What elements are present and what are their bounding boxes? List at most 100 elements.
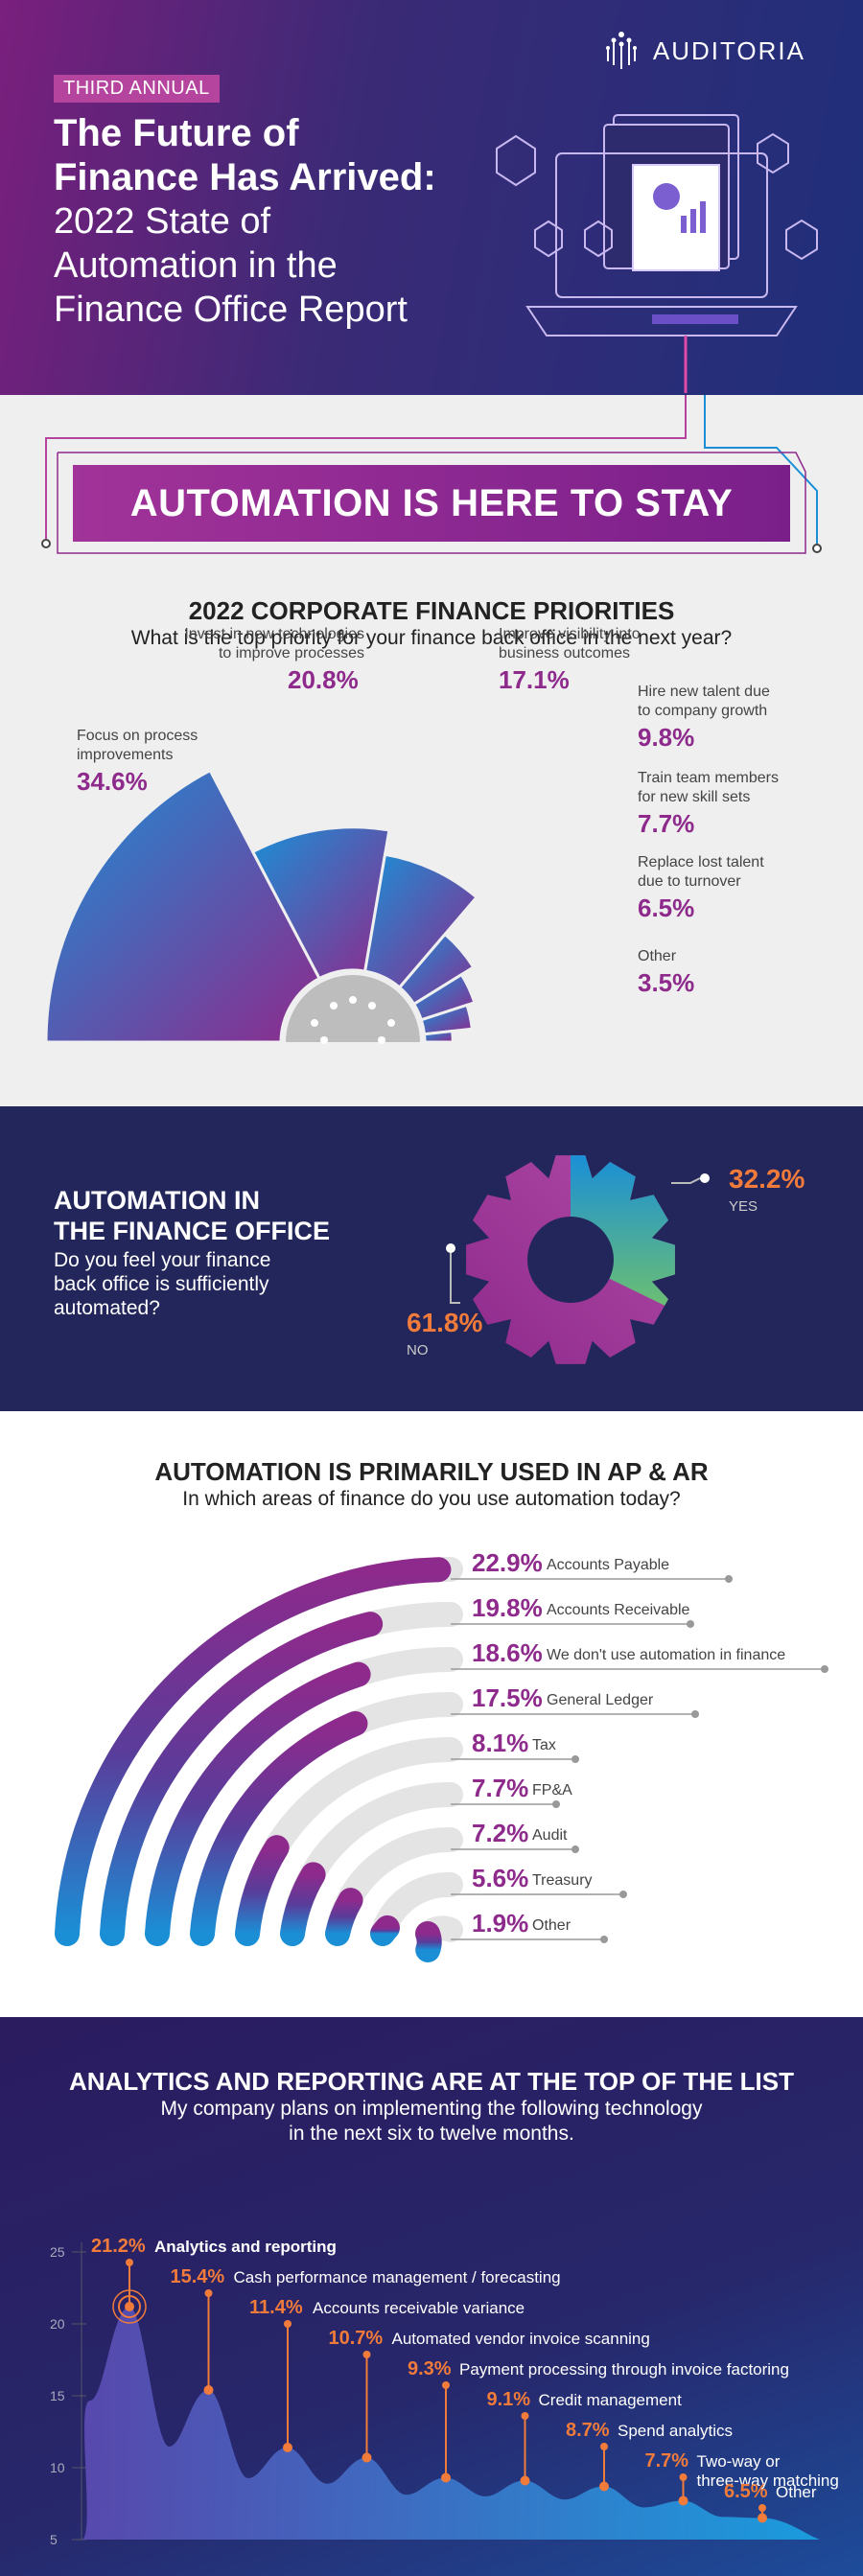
heading-line: THE FINANCE OFFICE xyxy=(54,1217,330,1245)
automation-heading: AUTOMATION IN THE FINANCE OFFICE xyxy=(54,1185,330,1246)
label-line: Invest in new technologies xyxy=(184,626,364,642)
arc-leader-dot xyxy=(571,1845,579,1853)
label-line: due to turnover xyxy=(638,873,741,890)
analytics-label: Accounts receivable variance xyxy=(313,2299,525,2318)
priority-pct: 9.8% xyxy=(638,723,695,752)
title-line: Finance Office Report xyxy=(54,290,408,330)
value-point xyxy=(203,2385,214,2395)
label-line: Hire new talent due xyxy=(638,684,770,700)
analytics-label: Cash performance management / forecastin… xyxy=(234,2268,561,2287)
value-point xyxy=(125,2302,134,2311)
priority-wedge xyxy=(411,972,477,1022)
analytics-label: Two-way or three-way matching xyxy=(697,2452,839,2491)
value-point xyxy=(362,2452,372,2463)
apar-pct: 7.2% xyxy=(472,1819,529,1847)
label-line: Cash performance management / forecastin… xyxy=(233,2268,561,2286)
no-leader xyxy=(450,1250,460,1304)
hub-node xyxy=(330,1002,338,1010)
apar-label: Tax xyxy=(532,1737,556,1753)
analytics-pct: 9.1% xyxy=(486,2389,531,2410)
apar-label: Treasury xyxy=(532,1872,593,1889)
analytics-label: Credit management xyxy=(539,2391,682,2410)
analytics-pct: 11.4% xyxy=(249,2297,303,2318)
analytics-pct: 9.3% xyxy=(408,2358,452,2379)
area-fill xyxy=(82,2307,820,2540)
question-line: Do you feel your finance xyxy=(54,1249,271,1271)
question-line: automated? xyxy=(54,1297,160,1319)
priorities-section: AUTOMATION IS HERE TO STAY 2022 CORPORAT… xyxy=(0,395,863,1106)
label-line: Two-way or xyxy=(696,2452,781,2471)
apar-pct: 1.9% xyxy=(472,1909,529,1938)
title-line: The Future of xyxy=(54,112,299,154)
priority-label: Hire new talent due to company growth xyxy=(638,683,770,721)
priority-wedge xyxy=(419,1003,474,1036)
apar-label: Accounts Receivable xyxy=(547,1602,690,1618)
arc-value xyxy=(415,1921,442,1962)
gear-chart xyxy=(446,1155,710,1364)
analytics-area-chart xyxy=(72,2242,820,2541)
highlight-ring xyxy=(112,2289,147,2324)
yes-leader xyxy=(671,1177,701,1184)
label-line: three-way matching xyxy=(696,2472,839,2490)
value-dot xyxy=(442,2381,450,2389)
apar-label: General Ledger xyxy=(547,1692,654,1708)
priority-label: Other xyxy=(638,947,676,966)
analytics-pct: 8.7% xyxy=(566,2420,610,2441)
apar-label: FP&A xyxy=(532,1782,572,1799)
arc-leader-dot xyxy=(571,1755,579,1763)
priority-wedge xyxy=(44,768,322,1044)
value-dot xyxy=(758,2504,766,2512)
priority-label: Focus on process improvements xyxy=(77,727,198,765)
priority-pct: 7.7% xyxy=(638,809,695,838)
apar-label: We don't use automation in finance xyxy=(547,1647,786,1663)
analytics-label: Other xyxy=(776,2483,817,2502)
analytics-label: Payment processing through invoice facto… xyxy=(459,2360,789,2379)
laptop-illustration xyxy=(496,114,818,393)
priority-label: Improve visibility into business outcomes xyxy=(499,625,641,663)
arc-value xyxy=(325,1888,363,1946)
analytics-section: ANALYTICS AND REPORTING ARE AT THE TOP O… xyxy=(0,2017,863,2576)
value-dot xyxy=(362,2351,371,2358)
label-line: Focus on process xyxy=(77,728,198,744)
label-line: Other xyxy=(776,2483,817,2501)
label-line: Other xyxy=(638,948,677,964)
header-section: THIRD ANNUAL The Future of Finance Has A… xyxy=(0,0,863,395)
hub-node xyxy=(349,996,357,1004)
question-line: back office is sufficiently xyxy=(54,1273,269,1295)
logo-text: AUDITORIA xyxy=(652,35,805,65)
priority-pct: 34.6% xyxy=(77,767,148,796)
apar-pct: 17.5% xyxy=(472,1683,543,1712)
label-line: to improve processes xyxy=(218,645,364,661)
label-line: Credit management xyxy=(538,2391,682,2409)
apar-question: In which areas of finance do you use aut… xyxy=(182,1488,681,1510)
title-line: 2022 State of xyxy=(54,201,271,242)
circuit-lines xyxy=(41,395,822,554)
priority-wedge xyxy=(422,1029,455,1044)
value-point xyxy=(283,2443,292,2452)
apar-pct: 22.9% xyxy=(472,1548,543,1577)
value-dot xyxy=(204,2289,213,2297)
value-dot xyxy=(126,2259,133,2266)
y-tick: 5 xyxy=(50,2532,58,2547)
value-point xyxy=(599,2481,609,2492)
hub-mask xyxy=(276,1042,430,1106)
label-line: Spend analytics xyxy=(618,2422,734,2440)
arc-value xyxy=(235,1835,290,1946)
label-line: for new skill sets xyxy=(638,789,751,805)
arc-value xyxy=(190,1710,368,1946)
arc-value xyxy=(145,1661,371,1946)
y-tick: 10 xyxy=(50,2460,65,2475)
hub-node xyxy=(368,1002,376,1010)
arc-leader-dot xyxy=(552,1800,560,1808)
apar-label: Accounts Payable xyxy=(547,1557,670,1573)
value-dot xyxy=(521,2412,529,2420)
priority-wedge xyxy=(362,852,479,990)
heading-line: AUTOMATION IN xyxy=(54,1186,260,1215)
auditoria-logo: AUDITORIA xyxy=(599,29,805,73)
title-line: Automation in the xyxy=(54,245,338,286)
arc-leader-dot xyxy=(725,1575,733,1583)
priority-label: Replace lost talent due to turnover xyxy=(638,853,764,892)
analytics-pct: 10.7% xyxy=(328,2328,384,2349)
analytics-label: Spend analytics xyxy=(618,2422,733,2441)
no-label: NO xyxy=(407,1342,429,1358)
